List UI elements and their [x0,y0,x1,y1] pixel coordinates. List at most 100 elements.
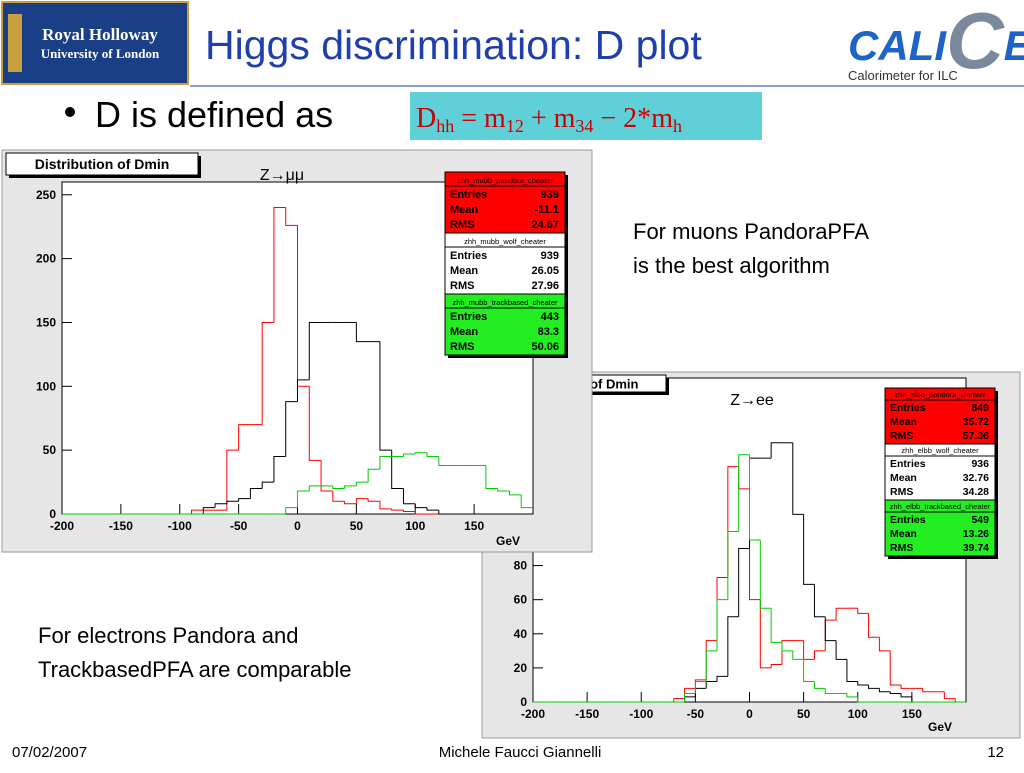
histogram-bin [792,650,804,660]
histogram-bin [344,501,357,505]
histogram-bin [846,659,858,683]
stats-value: 83.3 [538,326,559,338]
histogram-bin [391,508,404,511]
x-tick-label: 0 [294,519,301,533]
note: For muons PandoraPFA [633,219,869,244]
note: For electrons Pandora and [38,623,299,648]
stats-value: 939 [541,189,559,201]
logo-text: Royal Holloway [42,25,158,44]
histogram-bin [716,675,728,682]
stats-value: 50.06 [531,341,559,353]
histogram-bin [226,449,239,511]
formula-sub: hh [436,116,454,136]
stats-value: 32.76 [963,472,989,484]
x-axis-label: GeV [496,534,520,548]
histogram-bin [379,501,392,510]
histogram-bin [738,548,750,617]
stats-section [444,293,566,356]
histogram-bin [824,616,837,642]
histogram-bin [308,386,322,461]
stats-label: RMS [890,430,913,442]
stats-value: 849 [971,402,989,414]
annotation: Z→ee [730,392,774,409]
footer-author: Michele Faucci Giannelli [439,744,602,761]
bullet-text: D is defined as [95,94,333,135]
stats-value: 549 [971,514,989,526]
histogram-bin [878,688,891,693]
histogram-bin [191,509,204,514]
formula-part: m [554,103,576,134]
y-tick-label: 40 [514,627,528,641]
formula-box [410,92,762,140]
histogram-bin [770,608,782,643]
histogram-bin [426,452,439,458]
stats-value: 27.96 [531,280,559,292]
stats-value: 26.05 [531,265,559,277]
stats-label: Entries [450,311,487,323]
annotation: Z→μμ [260,167,304,184]
legend-entry: zhh_elbb_pandora_cheater [894,390,986,399]
histogram-bin [426,507,439,511]
histogram-bin [273,456,286,483]
bullet-dot [65,107,75,117]
y-tick-label: 80 [514,559,528,573]
y-tick-label: 0 [520,695,527,709]
histogram-bin [414,511,428,515]
x-tick-label: -150 [575,707,599,721]
histogram-bin [379,456,392,470]
x-tick-label: -100 [629,707,653,721]
histogram-bin [943,691,956,700]
legend-entry: zhh_mubb_wolf_cheater [464,237,546,246]
chart-title: Distribution of Dmin [35,156,170,172]
histogram-bin [900,693,912,698]
histogram-bin [889,691,902,694]
logo-caption: Calorimeter for ILC [848,68,958,83]
stats-value: -11.1 [535,204,559,216]
histogram-bin [497,488,510,492]
x-tick-label: 150 [464,519,484,533]
stats-value: 13.26 [963,528,989,540]
histogram-bin [803,659,815,683]
legend-entry: zhh_elbb_trackbased_cheater [890,502,991,511]
stats-section [884,387,996,445]
stats-section [884,443,996,501]
histogram-bin [297,379,310,402]
stats-section [884,499,996,557]
x-tick-label: 100 [405,519,425,533]
histogram-bin [402,488,416,505]
stats-label: Mean [890,528,917,540]
slide-title: Higgs discrimination: D plot [205,22,702,68]
logo-part: C [946,0,1005,85]
formula-part: + [524,103,554,134]
histogram-bin [846,693,858,698]
histogram-bin [900,684,912,689]
x-axis-label: GeV [928,720,952,734]
stats-label: Mean [450,265,478,277]
stats-section [444,232,566,295]
histogram-bin [402,510,416,512]
stats-label: Entries [890,458,926,470]
histogram-bin [414,503,428,509]
histogram-bin [332,485,345,489]
formula-sub: 12 [506,116,524,136]
stats-label: Entries [450,189,487,201]
histogram-bin [727,616,739,677]
legend-entry: zhh_mubb_pandora_cheater [457,176,553,185]
histogram-bin [922,688,934,693]
histogram-bin [355,481,369,486]
stats-value: 443 [541,311,559,323]
stats-value: 34.28 [963,486,989,498]
note: is the best algorithm [633,253,830,278]
stats-value: 39.74 [963,542,989,554]
histogram-bin [214,503,227,508]
logo-calice: CALICE [848,0,1024,85]
histogram-bin [344,485,357,489]
logo-crest [8,14,22,72]
legend-entry: zhh_mubb_trackbased_cheater [452,298,558,307]
x-tick-label: -50 [230,519,248,533]
y-tick-label: 60 [514,593,528,607]
formula-part: − 2* [593,103,651,134]
histogram-bin [414,452,428,454]
